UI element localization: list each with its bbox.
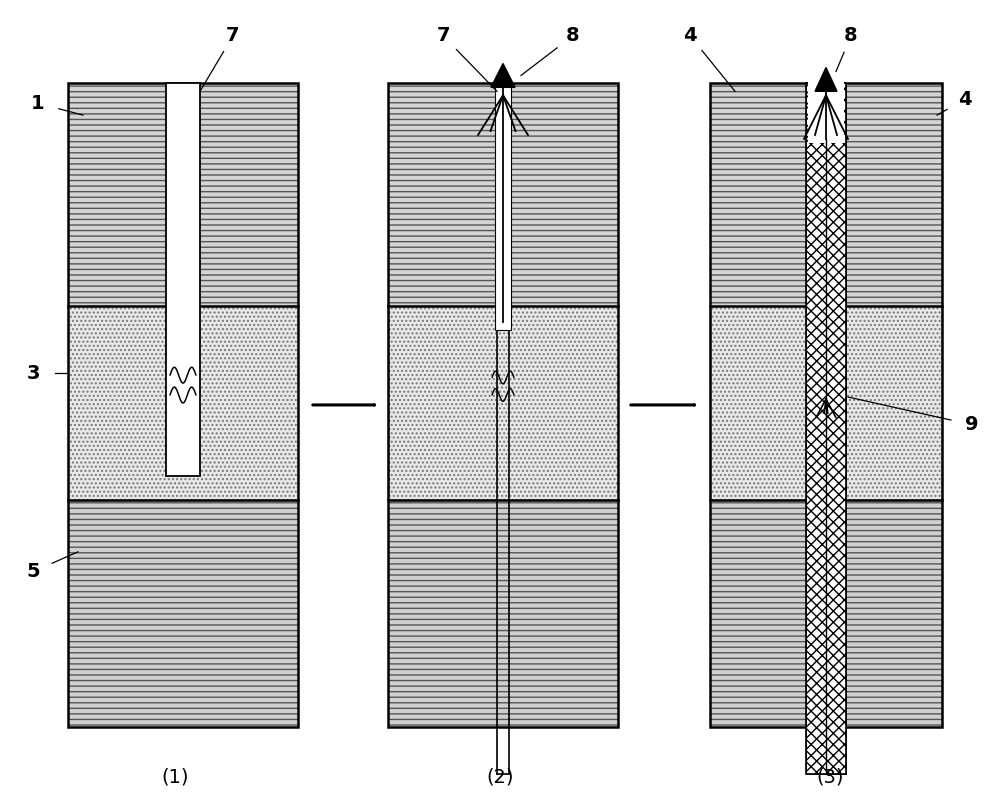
Bar — [388, 83, 618, 727]
Bar — [68, 306, 298, 500]
Text: 9: 9 — [965, 415, 979, 434]
Bar — [710, 500, 942, 727]
Bar — [710, 83, 942, 306]
Bar — [710, 83, 942, 306]
Polygon shape — [815, 67, 837, 91]
Bar — [806, 83, 846, 774]
Bar — [68, 500, 298, 727]
Bar — [68, 83, 298, 306]
Bar — [710, 83, 942, 727]
Text: 8: 8 — [844, 26, 858, 45]
Text: 7: 7 — [436, 26, 450, 45]
Bar — [495, 83, 511, 330]
Text: 4: 4 — [958, 90, 972, 109]
Bar — [806, 83, 846, 774]
Bar — [68, 83, 298, 727]
Bar — [806, 83, 846, 774]
Polygon shape — [491, 64, 515, 87]
Text: (3): (3) — [816, 767, 844, 786]
Text: 4: 4 — [683, 26, 697, 45]
Bar — [388, 500, 618, 727]
Text: (2): (2) — [486, 767, 514, 786]
Bar — [166, 83, 200, 476]
Text: 8: 8 — [566, 26, 580, 45]
Bar — [388, 83, 618, 306]
Bar — [710, 306, 942, 500]
Text: 1: 1 — [31, 94, 45, 113]
Bar — [710, 306, 942, 500]
Bar — [388, 306, 618, 500]
Text: 3: 3 — [26, 364, 40, 383]
Bar — [388, 500, 618, 727]
Text: (1): (1) — [161, 767, 189, 786]
Bar — [68, 306, 298, 500]
Bar — [68, 83, 298, 306]
Bar — [710, 500, 942, 727]
Text: 7: 7 — [226, 26, 240, 45]
Text: 5: 5 — [26, 562, 40, 581]
Bar — [808, 56, 844, 143]
Bar — [388, 306, 618, 500]
Bar — [388, 83, 618, 306]
Bar — [68, 500, 298, 727]
